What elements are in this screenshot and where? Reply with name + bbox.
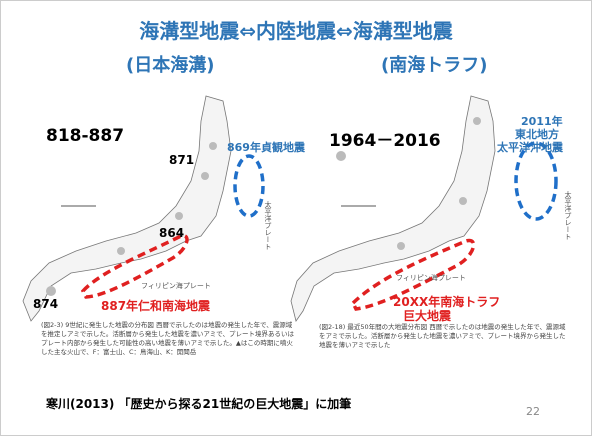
- blue-dashed-zone: [514, 141, 558, 221]
- caption: (図2-3) 9世紀に発生した地震の分布図 西暦で示したのは地震の発生した年で、…: [41, 321, 294, 356]
- year-label: 871: [169, 153, 195, 167]
- quake-dot: [117, 247, 125, 255]
- blue-dashed-zone: [233, 154, 265, 218]
- right-japan-map: [290, 95, 496, 322]
- quake-dot: [175, 212, 183, 220]
- quake-dot: [209, 142, 217, 150]
- subtitle-left: (日本海溝): [126, 55, 215, 76]
- year-label: 864: [159, 226, 185, 240]
- quake-dot: [201, 172, 209, 180]
- quake-dot: [473, 117, 481, 125]
- quake-label: 太平洋沖地震: [497, 141, 563, 154]
- period: 1964－2016: [329, 131, 441, 151]
- red-dashed-zone: [350, 238, 476, 311]
- left-japan-map: [22, 95, 232, 322]
- plate-label: 太平洋プレート: [564, 191, 572, 240]
- page-number: 22: [526, 405, 540, 418]
- plate-label: 太平洋プレート: [264, 201, 272, 250]
- quake-label: 869年貞観地震: [227, 141, 305, 154]
- period: 818-887: [46, 126, 125, 146]
- quake-label: 20XX年南海トラフ: [393, 295, 501, 309]
- quake-label: 887年仁和南海地震: [101, 299, 211, 313]
- quake-label: 2011年: [521, 115, 563, 128]
- year-label: 874: [33, 297, 59, 311]
- footer: 寒川(2013) 「歴史から探る21世紀の巨大地震」に加筆: [46, 397, 352, 411]
- quake-dot: [397, 242, 405, 250]
- title: 海溝型地震⇔内陸地震⇔海溝型地震: [139, 19, 453, 43]
- subtitle-right: (南海トラフ): [381, 55, 488, 76]
- caption: (図2-18) 最近50年間の大地震分布図 西暦で示したのは地震の発生した年で、…: [319, 323, 566, 349]
- plate-label: フィリピン海プレート: [141, 282, 211, 290]
- quake-dot: [459, 197, 467, 205]
- quake-dot: [46, 286, 56, 296]
- quake-label: 巨大地震: [403, 309, 452, 323]
- plate-label: フィリピン海プレート: [396, 274, 466, 282]
- red-dashed-zone: [80, 233, 189, 299]
- quake-dot: [336, 151, 346, 161]
- quake-label: 東北地方: [515, 128, 559, 141]
